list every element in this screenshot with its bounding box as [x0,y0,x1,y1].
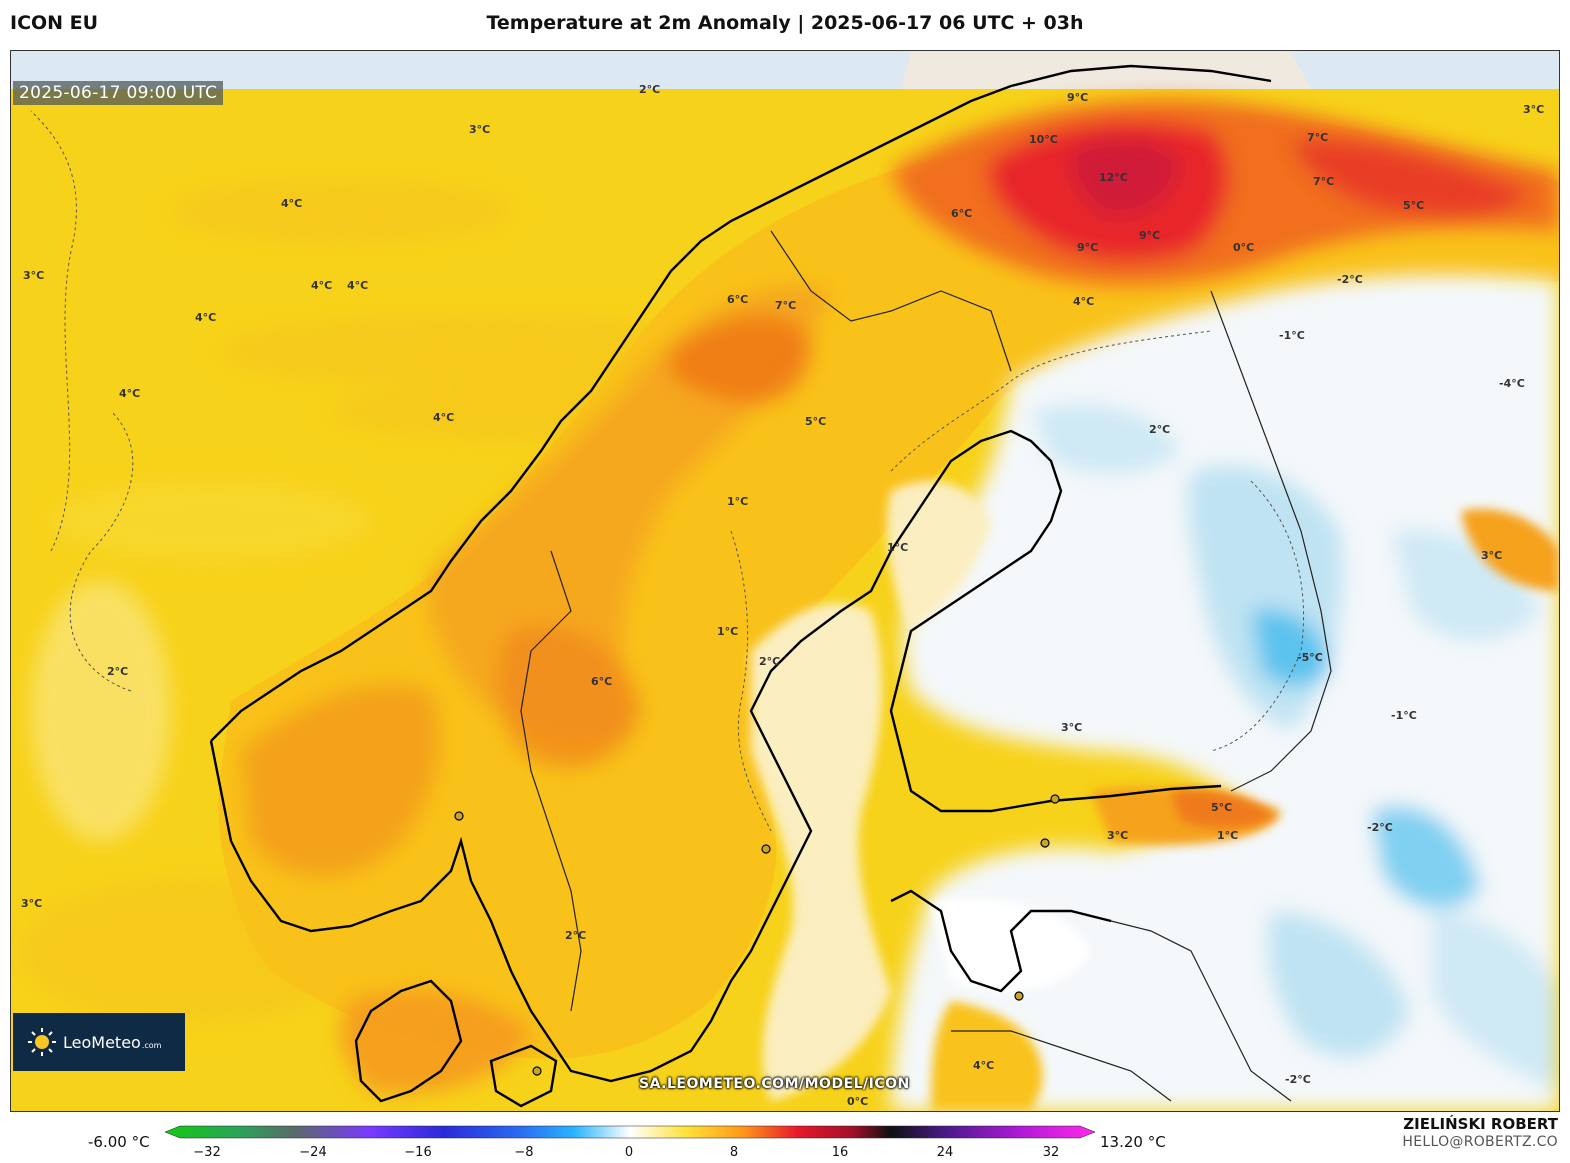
contour-label: 2°C [759,655,780,668]
contour-label: 3°C [1523,103,1544,116]
leometeo-logo: LeoMeteo .com [13,1013,185,1071]
contour-label: 2°C [639,83,660,96]
contour-label: 9°C [1077,241,1098,254]
city-markers [454,794,1060,1076]
colorbar-tick: −24 [299,1145,327,1160]
contour-label: 9°C [1139,229,1160,242]
contour-label: 4°C [281,197,302,210]
contour-label: 6°C [591,675,612,688]
colorbar-tick: −16 [404,1145,432,1160]
logo-suffix: .com [141,1040,162,1050]
coastlines [209,64,1272,1108]
contour-label: 12°C [1099,171,1128,184]
contour-label: 3°C [1061,721,1082,734]
contour-label: -5°C [1297,651,1323,664]
author-name: ZIELIŃSKI ROBERT [1403,1115,1558,1133]
contour-label: 2°C [107,665,128,678]
contour-label: 10°C [1029,133,1058,146]
colorbar: -6.00 °C 13.20 °C [0,1118,1570,1163]
contour-label: 4°C [119,387,140,400]
contour-label: 3°C [469,123,490,136]
logo-brand: LeoMeteo [63,1032,141,1052]
colorbar-max-label: 13.20 °C [1100,1133,1166,1151]
colorbar-tick: 8 [729,1145,739,1160]
colorbar-tick: −8 [514,1145,534,1160]
contour-label: 1°C [887,541,908,554]
contour-label: 2°C [565,929,586,942]
colorbar-gradient [164,1125,1096,1139]
contour-label: 0°C [847,1095,868,1108]
contour-label: 1°C [717,625,738,638]
contour-label: 5°C [1211,801,1232,814]
colorbar-tick: −32 [193,1145,221,1160]
contour-label: -2°C [1337,273,1363,286]
anomaly-map: 2°C 3°C 4°C 4°C 4°C 4°C 4°C 3°C 4°C 2°C … [11,51,1559,1111]
anomaly-contours [30,110,1304,832]
contour-label: 4°C [1073,295,1094,308]
sun-icon [27,1027,57,1057]
colorbar-tick: 0 [624,1145,634,1160]
contour-label: 1°C [1217,829,1238,842]
map-title: Temperature at 2m Anomaly | 2025-06-17 0… [486,12,1084,34]
contour-label: 3°C [21,897,42,910]
contour-label: 4°C [311,279,332,292]
contour-label: -4°C [1499,377,1525,390]
contour-label: 4°C [195,311,216,324]
colorbar-tick: 16 [831,1145,849,1160]
colorbar-tick: 32 [1042,1145,1060,1160]
no-data-strip [11,51,1559,89]
map-panel: 2°C 3°C 4°C 4°C 4°C 4°C 4°C 3°C 4°C 2°C … [10,50,1560,1112]
contour-labels: 2°C 3°C 4°C 4°C 4°C 4°C 4°C 3°C 4°C 2°C … [21,83,1544,1108]
contour-label: 4°C [347,279,368,292]
contour-label: 9°C [1067,91,1088,104]
contour-label: 7°C [775,299,796,312]
valid-time-badge: 2025-06-17 09:00 UTC [13,81,224,105]
contour-label: 4°C [433,411,454,424]
colorbar-tick: 24 [936,1145,954,1160]
contour-label: 3°C [23,269,44,282]
contour-label: 2°C [1149,423,1170,436]
contour-label: 6°C [727,293,748,306]
contour-label: 7°C [1307,131,1328,144]
author-email[interactable]: HELLO@ROBERTZ.CO [1402,1134,1558,1150]
contour-label: -1°C [1391,709,1417,722]
arctic-land [901,51,1311,89]
contour-label: 1°C [727,495,748,508]
contour-label: 0°C [1233,241,1254,254]
contour-label: 5°C [1403,199,1424,212]
source-url: SA.LEOMETEO.COM/MODEL/ICON [639,1076,910,1092]
contour-label: -2°C [1367,821,1393,834]
contour-label: 3°C [1107,829,1128,842]
colorbar-min-label: -6.00 °C [88,1133,150,1151]
contour-label: -2°C [1285,1073,1311,1086]
contour-label: 6°C [951,207,972,220]
contour-label: -1°C [1279,329,1305,342]
contour-label: 5°C [805,415,826,428]
contour-label: 7°C [1313,175,1334,188]
contour-label: 3°C [1481,549,1502,562]
country-borders [520,230,1332,1102]
model-name: ICON EU [10,12,99,34]
contour-label: 4°C [973,1059,994,1072]
